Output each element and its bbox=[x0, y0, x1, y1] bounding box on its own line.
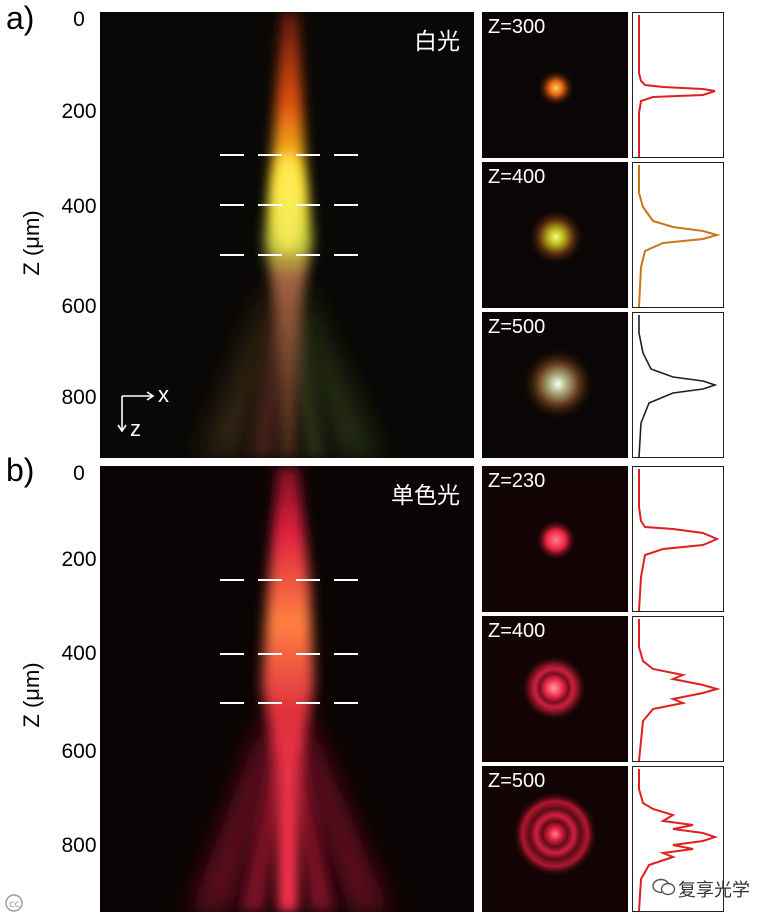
panel-a-ytick-0: 0 bbox=[73, 8, 85, 31]
panel-b-sub-image-1: Z=230 bbox=[482, 466, 628, 612]
panel-b-ytick-0: 0 bbox=[73, 462, 85, 485]
panel-a-beam-svg bbox=[200, 12, 380, 458]
cc-icon: cc bbox=[4, 893, 34, 918]
panel-a-sub-image-3: Z=500 bbox=[482, 312, 628, 458]
panel-a-sub-label-2: Z=400 bbox=[488, 166, 546, 188]
panel-b-profile-3-curve bbox=[638, 769, 719, 911]
panel-b-sub-image-3: Z=500 bbox=[482, 766, 628, 912]
panel-a-spot-2 bbox=[528, 209, 584, 265]
panel-a-profile-1-curve bbox=[638, 15, 716, 157]
panel-a-beam-image: 白光 x z bbox=[100, 12, 474, 458]
panel-b-spot-3 bbox=[513, 792, 597, 876]
axes-indicator-z-label: z bbox=[130, 416, 141, 441]
panel-a-ytick-400: 400 bbox=[61, 195, 97, 218]
xz-axes-indicator-icon bbox=[117, 391, 155, 433]
panel-a-y-axis-label: Z (μm) bbox=[19, 210, 44, 276]
panel-b-sub-label-1: Z=230 bbox=[488, 470, 546, 492]
watermark-right: 复享光学 bbox=[678, 880, 750, 900]
panel-b-spot-2 bbox=[522, 656, 586, 720]
panel-a-profile-2 bbox=[632, 162, 724, 308]
panel-a-profile-2-curve bbox=[638, 165, 721, 307]
panel-b-ytick-200: 200 bbox=[61, 548, 97, 571]
panel-b-sub-label-2: Z=400 bbox=[488, 620, 546, 642]
panel-b-y-axis-label: Z (μm) bbox=[19, 662, 44, 728]
panel-b-label: b) bbox=[6, 452, 35, 488]
panel-a-profile-3-curve bbox=[638, 315, 718, 457]
panel-a-ytick-200: 200 bbox=[61, 100, 97, 123]
panel-b-profile-1 bbox=[632, 466, 724, 612]
panel-a-ytick-600: 600 bbox=[61, 295, 97, 318]
watermark-left: 六敢路境 bbox=[34, 898, 95, 915]
panel-b-ytick-800: 800 bbox=[61, 834, 97, 857]
panel-a-sub-label-3: Z=500 bbox=[488, 316, 546, 338]
panel-a-spot-3 bbox=[522, 348, 594, 420]
svg-text:cc: cc bbox=[9, 899, 20, 910]
panel-a-caption: 白光 bbox=[414, 29, 460, 55]
panel-a-profile-3 bbox=[632, 312, 724, 458]
panel-b-ytick-600: 600 bbox=[61, 740, 97, 763]
axes-indicator-x-label: x bbox=[158, 382, 169, 407]
wechat-icon bbox=[652, 877, 676, 902]
panel-b-beam-svg bbox=[190, 466, 390, 912]
panel-b-spot-1 bbox=[536, 520, 576, 560]
panel-b-caption: 单色光 bbox=[391, 483, 460, 509]
panel-a-dashed-lines bbox=[220, 154, 360, 256]
panel-b-profile-1-curve bbox=[638, 469, 720, 611]
panel-b-beam-image: 单色光 bbox=[100, 466, 474, 912]
panel-b-profile-2 bbox=[632, 616, 724, 762]
panel-b-profile-3 bbox=[632, 766, 724, 912]
panel-b-ytick-400: 400 bbox=[61, 642, 97, 665]
panel-a-label: a) bbox=[6, 0, 35, 36]
panel-b-profile-2-curve bbox=[638, 619, 721, 761]
panel-b-sub-label-3: Z=500 bbox=[488, 770, 546, 792]
panel-b-sub-image-2: Z=400 bbox=[482, 616, 628, 762]
panel-a-spot-1 bbox=[538, 70, 574, 106]
panel-a-sub-image-1: Z=300 bbox=[482, 12, 628, 158]
panel-a-sub-image-2: Z=400 bbox=[482, 162, 628, 308]
panel-a-sub-label-1: Z=300 bbox=[488, 16, 546, 38]
panel-a-profile-1 bbox=[632, 12, 724, 158]
panel-b-dashed-lines bbox=[220, 579, 360, 704]
panel-a-ytick-800: 800 bbox=[61, 386, 97, 409]
